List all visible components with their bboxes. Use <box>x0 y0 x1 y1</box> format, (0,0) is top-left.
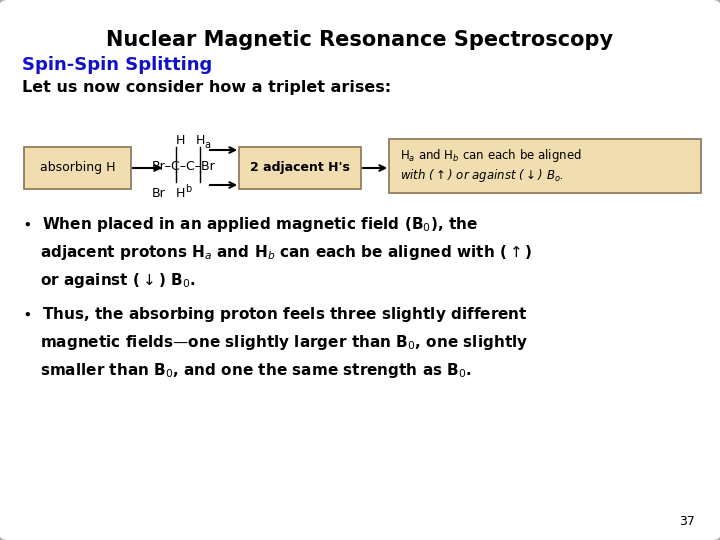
Text: a: a <box>204 140 210 150</box>
Text: magnetic fields—one slightly larger than B$_0$, one slightly: magnetic fields—one slightly larger than… <box>40 333 528 352</box>
Text: $\bullet$  When placed in an applied magnetic field (B$_0$), the: $\bullet$ When placed in an applied magn… <box>22 215 478 234</box>
Text: Let us now consider how a triplet arises:: Let us now consider how a triplet arises… <box>22 80 391 95</box>
Text: Spin-Spin Splitting: Spin-Spin Splitting <box>22 56 212 74</box>
FancyBboxPatch shape <box>389 139 701 193</box>
Text: Nuclear Magnetic Resonance Spectroscopy: Nuclear Magnetic Resonance Spectroscopy <box>107 30 613 50</box>
Text: H: H <box>176 187 185 200</box>
Text: adjacent protons H$_a$ and H$_b$ can each be aligned with ($\uparrow$): adjacent protons H$_a$ and H$_b$ can eac… <box>40 243 533 262</box>
Text: 37: 37 <box>679 515 695 528</box>
Text: smaller than B$_0$, and one the same strength as B$_0$.: smaller than B$_0$, and one the same str… <box>40 361 472 380</box>
Text: H$_a$ and H$_b$ can each be aligned: H$_a$ and H$_b$ can each be aligned <box>400 146 582 164</box>
Text: Br–C–C–Br: Br–C–C–Br <box>152 160 216 173</box>
Text: b: b <box>185 184 192 194</box>
Text: 2 adjacent H's: 2 adjacent H's <box>250 161 350 174</box>
FancyBboxPatch shape <box>24 147 131 189</box>
Text: Br: Br <box>152 187 166 200</box>
Text: or against ($\downarrow$) B$_0$.: or against ($\downarrow$) B$_0$. <box>40 271 196 290</box>
Text: absorbing H: absorbing H <box>40 161 115 174</box>
Text: H: H <box>196 134 205 147</box>
Text: $\bullet$  Thus, the absorbing proton feels three slightly different: $\bullet$ Thus, the absorbing proton fee… <box>22 305 528 324</box>
Text: with ($\uparrow$) or against ($\downarrow$) $B_o$.: with ($\uparrow$) or against ($\downarro… <box>400 166 564 184</box>
FancyBboxPatch shape <box>239 147 361 189</box>
Text: H: H <box>176 134 185 147</box>
